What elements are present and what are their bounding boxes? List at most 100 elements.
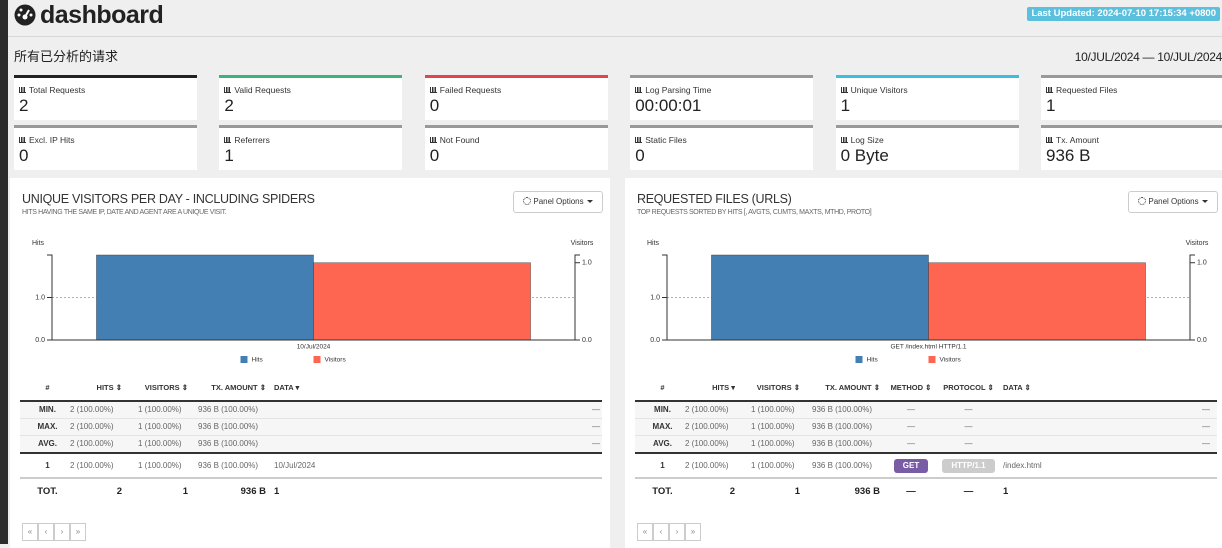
- metric-label: Log Parsing Time: [635, 85, 711, 95]
- panel-options-button[interactable]: Panel Options: [1128, 191, 1218, 213]
- metric-card: Valid Requests 2: [219, 75, 403, 120]
- metric-label-text: Failed Requests: [439, 85, 502, 95]
- stat-cell: 936 B (100.00%): [198, 405, 259, 414]
- stat-cell: 936 B (100.00%): [812, 439, 873, 448]
- legend-swatch: [240, 356, 248, 363]
- head-cell: DATA ▾: [274, 383, 300, 392]
- row-cell: 936 B (100.00%): [812, 461, 873, 470]
- row-cell: /index.html: [1003, 461, 1042, 470]
- stat-cell: 2 (100.00%): [685, 422, 729, 431]
- logo-icon: [14, 4, 36, 26]
- y2-tick-label: 1.0: [1197, 260, 1207, 267]
- stat-cell: 1 (100.00%): [138, 439, 182, 448]
- page-button[interactable]: ›: [669, 523, 685, 541]
- metric-label-text: Referrers: [234, 135, 270, 145]
- y2-tick-label: 0.0: [1197, 337, 1207, 344]
- page-button[interactable]: «: [22, 523, 38, 541]
- page-button[interactable]: ‹: [38, 523, 54, 541]
- row-cell: 10/Jul/2024: [274, 461, 316, 470]
- legend-label: Visitors: [940, 357, 962, 364]
- head-cell: DATA ⇕: [1003, 383, 1031, 392]
- tot-cell: 1: [1003, 486, 1009, 497]
- metric-label: Valid Requests: [224, 85, 291, 95]
- stat-cell: 2 (100.00%): [70, 439, 114, 448]
- stat-cell: —: [1202, 439, 1210, 448]
- panel-subtitle: HITS HAVING THE SAME IP, DATE AND AGENT …: [22, 209, 227, 216]
- metric-label: Excl. IP Hits: [19, 135, 75, 145]
- metric-value: 00:00:01: [635, 96, 702, 115]
- page-button[interactable]: »: [685, 523, 701, 541]
- gear-icon: [1138, 197, 1147, 205]
- row-cell: 936 B (100.00%): [198, 461, 259, 470]
- head-cell: TX. AMOUNT ⇕: [211, 383, 266, 392]
- row-sep: [635, 435, 1217, 436]
- bar: [928, 262, 1146, 341]
- head-cell: TX. AMOUNT ⇕: [825, 383, 880, 392]
- metric-label-text: Static Files: [645, 135, 687, 145]
- tot-cell: TOT.: [37, 486, 58, 497]
- head-cell: VISITORS ⇕: [756, 383, 800, 392]
- metric-card: Tx. Amount 936 B: [1041, 125, 1222, 170]
- stat-cell: 2 (100.00%): [70, 405, 114, 414]
- metric-label-text: Not Found: [439, 135, 480, 145]
- protocol-badge: HTTP/1.1: [942, 459, 995, 473]
- stat-cell: 1 (100.00%): [138, 405, 182, 414]
- metric-label: Log Size: [840, 135, 884, 145]
- page-button[interactable]: ›: [54, 523, 70, 541]
- metric-icon: [1046, 87, 1053, 93]
- metric-label: Failed Requests: [429, 85, 502, 95]
- stat-cell: MIN.: [654, 405, 671, 414]
- metric-label-text: Valid Requests: [234, 85, 291, 95]
- page-button[interactable]: ‹: [653, 523, 669, 541]
- stat-cell: MIN.: [39, 405, 56, 414]
- y2-axis: [1189, 254, 1195, 340]
- stat-cell: AVG.: [653, 439, 672, 448]
- head-cell: VISITORS ⇕: [144, 383, 188, 392]
- stat-cell: AVG.: [38, 439, 57, 448]
- row-rule: [20, 477, 602, 479]
- row-cell: 2 (100.00%): [70, 461, 114, 470]
- stats-background: [635, 402, 1217, 453]
- metric-icon: [19, 87, 26, 93]
- y2-axis: [574, 254, 580, 340]
- legend-swatch: [313, 356, 321, 363]
- y-tick-label: 1.0: [650, 294, 660, 301]
- panel: UNIQUE VISITORS PER DAY - INCLUDING SPID…: [10, 178, 610, 548]
- stat-cell: —: [592, 405, 600, 414]
- metric-value: 0: [19, 146, 29, 165]
- panel-options-button[interactable]: Panel Options: [513, 191, 603, 213]
- metric-label: Not Found: [429, 135, 480, 145]
- head-cell: PROTOCOL ⇕: [943, 383, 994, 392]
- stat-cell: —: [1202, 422, 1210, 431]
- y-axis-label: Hits: [32, 240, 45, 247]
- stat-cell: 2 (100.00%): [685, 405, 729, 414]
- page-button[interactable]: »: [70, 523, 86, 541]
- metric-icon: [224, 87, 232, 93]
- header-rule: [635, 400, 1217, 402]
- stat-cell: 1 (100.00%): [751, 405, 795, 414]
- y-axis-label: Hits: [647, 240, 660, 247]
- y2-axis-label: Visitors: [1186, 240, 1209, 247]
- metric-card: Requested Files 1: [1041, 75, 1222, 120]
- tot-cell: 936 B: [240, 486, 266, 497]
- row-sep: [635, 418, 1217, 419]
- metric-card: Failed Requests 0: [424, 75, 608, 120]
- y-axis: [662, 254, 668, 340]
- gear-icon: [523, 197, 532, 205]
- app-title: dashboard: [40, 1, 164, 29]
- metric-card: Excl. IP Hits 0: [14, 125, 197, 170]
- overall-title: 所有已分析的请求: [14, 49, 119, 64]
- page-button[interactable]: «: [637, 523, 653, 541]
- row-cell: 1 (100.00%): [138, 461, 182, 470]
- row-cell: 1: [660, 461, 665, 470]
- metric-icon: [635, 87, 643, 93]
- metric-card: Log Parsing Time 00:00:01: [630, 75, 814, 120]
- stat-cell: —: [964, 405, 973, 414]
- x-tick-label: 10/Jul/2024: [297, 344, 331, 351]
- stat-cell: 936 B (100.00%): [812, 405, 873, 414]
- panel-subtitle: TOP REQUESTS SORTED BY HITS [, AVGTS, CU…: [637, 209, 872, 216]
- y-tick-label: 0.0: [35, 337, 45, 344]
- row-cell: 2 (100.00%): [685, 461, 729, 470]
- chart: Hits Visitors 0.0 1.0 0.0 1.0 GET /index.html …: [647, 240, 1209, 364]
- head-cell: #: [45, 383, 50, 392]
